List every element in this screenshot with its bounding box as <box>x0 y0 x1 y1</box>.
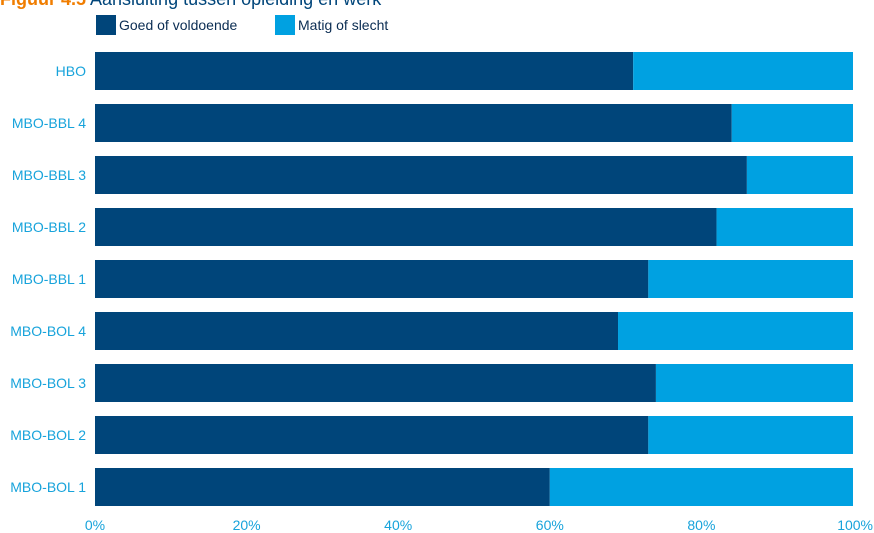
category-label-1: HBO <box>56 63 86 79</box>
svg-text:Figuur 4.5Aansluiting tussen o: Figuur 4.5 Aansluiting tussen opleiding e… <box>0 0 382 9</box>
category-label-8: MBO-BOL 2 <box>10 427 86 443</box>
x-tick-label-4: 60% <box>536 517 564 533</box>
bar-good-4 <box>95 208 717 246</box>
bar-good-2 <box>95 104 732 142</box>
category-label-6: MBO-BOL 4 <box>10 323 86 339</box>
category-label-3: MBO-BBL 3 <box>12 167 86 183</box>
legend-label-1: Goed of voldoende <box>119 17 238 33</box>
legend: Goed of voldoende Matig of slecht <box>96 15 388 35</box>
bar-bad-2 <box>731 104 853 142</box>
category-label-2: MBO-BBL 4 <box>12 115 86 131</box>
legend-label-2: Matig of slecht <box>298 17 388 33</box>
bar-bad-7 <box>655 364 853 402</box>
bar-good-9 <box>95 468 550 506</box>
x-tick-label-1: 0% <box>85 517 105 533</box>
title-text: Aansluiting tussen opleiding en werk <box>90 0 382 9</box>
bar-bad-4 <box>716 208 853 246</box>
x-axis-ticks: 0% 20% 40% 60% 80% 100% <box>85 517 873 533</box>
category-label-7: MBO-BOL 3 <box>10 375 86 391</box>
chart-title: Figuur 4.5 Aansluiting tussen opleiding e… <box>0 0 382 9</box>
bar-good-1 <box>95 52 634 90</box>
bar-bad-9 <box>549 468 853 506</box>
category-label-5: MBO-BBL 1 <box>12 271 86 287</box>
bars <box>95 52 853 506</box>
x-tick-label-2: 20% <box>233 517 261 533</box>
bar-good-6 <box>95 312 619 350</box>
category-label-9: MBO-BOL 1 <box>10 479 86 495</box>
legend-swatch-2 <box>275 15 295 35</box>
bar-bad-3 <box>746 156 853 194</box>
bar-bad-8 <box>648 416 853 454</box>
bar-good-3 <box>95 156 747 194</box>
bar-good-7 <box>95 364 656 402</box>
x-tick-label-5: 80% <box>687 517 715 533</box>
bar-bad-5 <box>648 260 853 298</box>
category-labels: HBO MBO-BBL 4 MBO-BBL 3 MBO-BBL 2 MBO-BBL 1 M… <box>10 63 86 495</box>
x-tick-label-6: 100% <box>837 517 873 533</box>
category-label-4: MBO-BBL 2 <box>12 219 86 235</box>
legend-swatch-1 <box>96 15 116 35</box>
bar-bad-1 <box>633 52 853 90</box>
bar-good-8 <box>95 416 649 454</box>
x-tick-label-3: 40% <box>384 517 412 533</box>
bar-bad-6 <box>618 312 853 350</box>
bar-good-5 <box>95 260 649 298</box>
title-number: Figuur 4.5 <box>0 0 86 9</box>
